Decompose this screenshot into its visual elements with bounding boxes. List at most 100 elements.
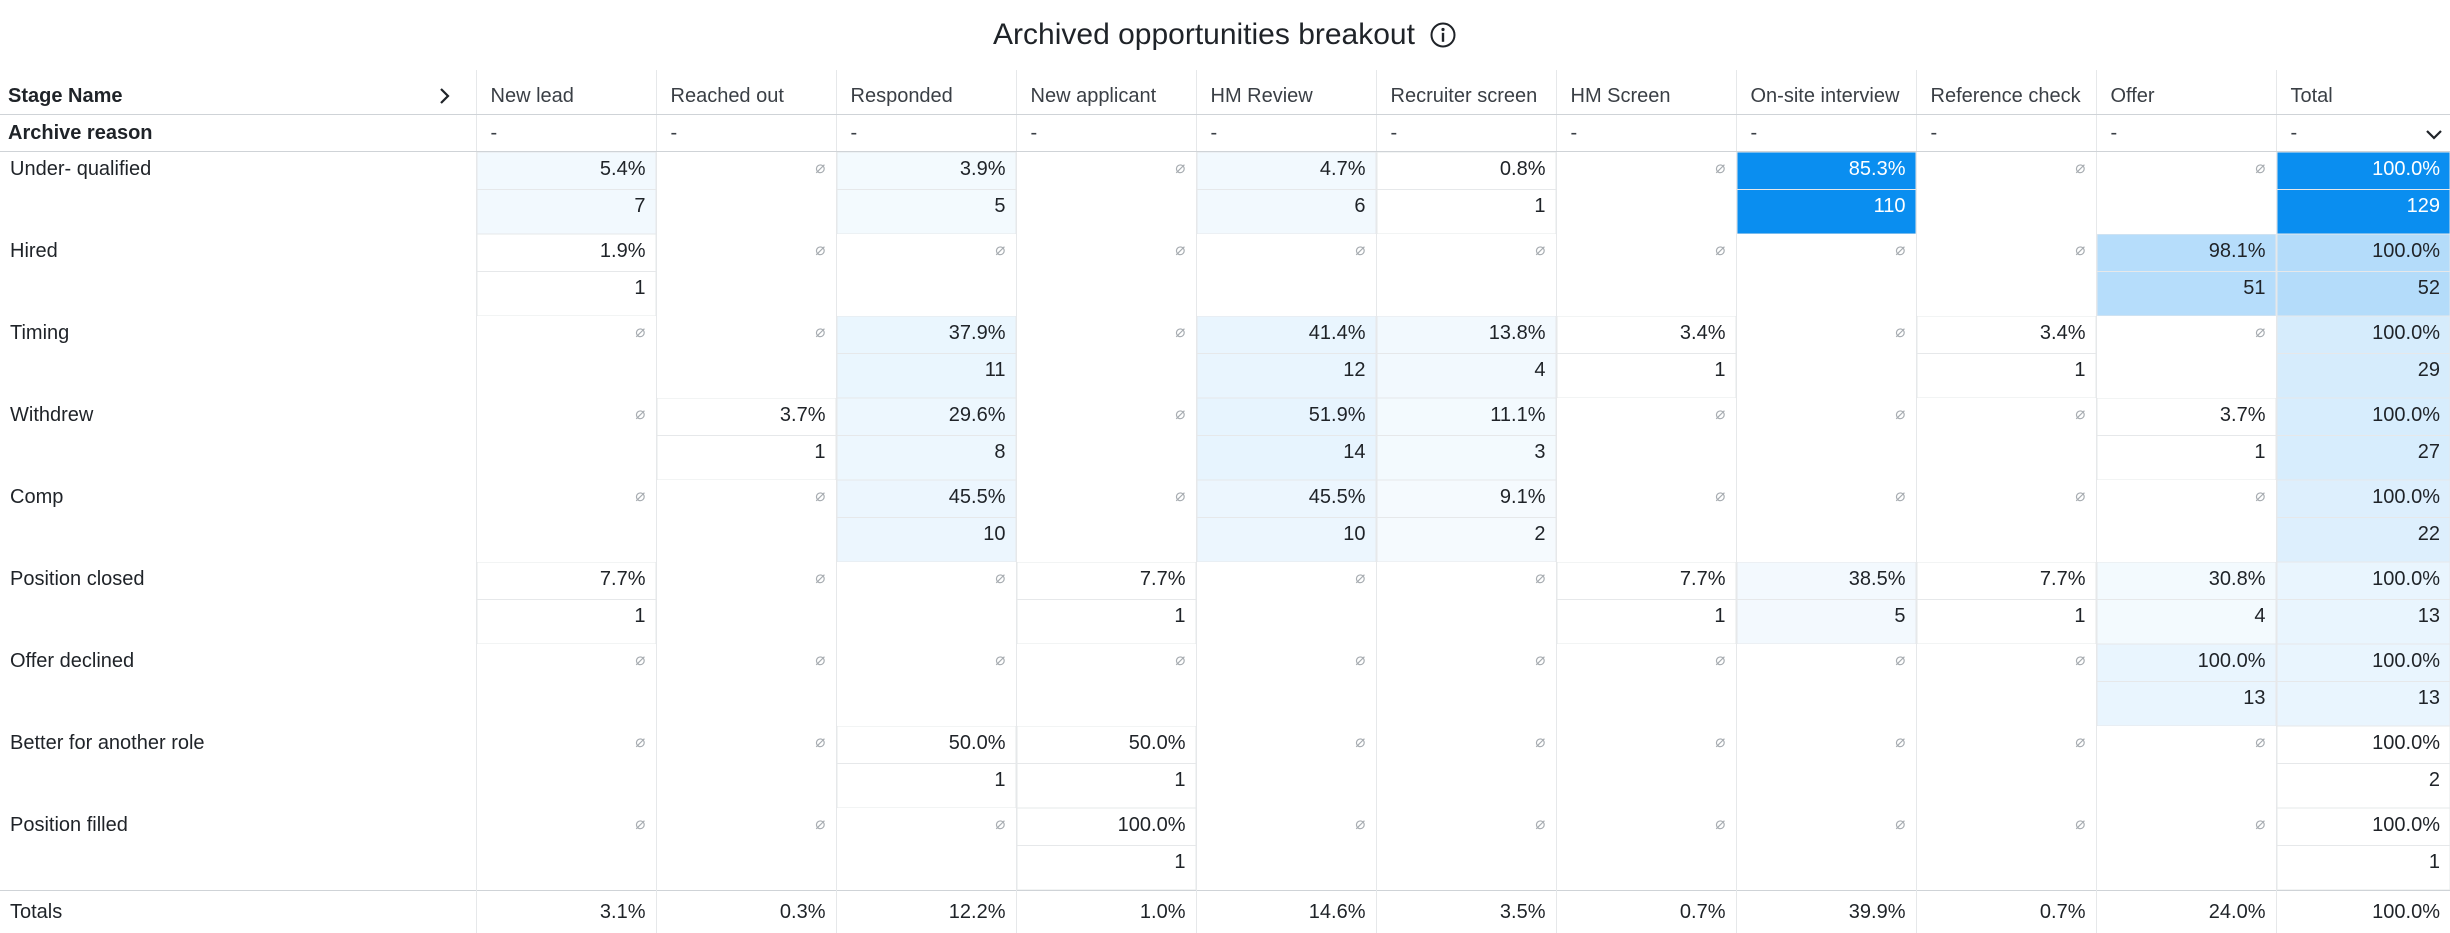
table-cell[interactable]: ⌀: [1016, 234, 1196, 316]
table-cell[interactable]: ⌀: [1556, 480, 1736, 562]
table-cell[interactable]: ⌀: [1016, 644, 1196, 726]
table-cell[interactable]: ⌀: [1916, 480, 2096, 562]
table-cell[interactable]: 9.1%2: [1376, 480, 1556, 562]
table-cell[interactable]: ⌀: [1736, 480, 1916, 562]
filter-cell-recruiter-screen[interactable]: -: [1376, 115, 1556, 152]
table-cell[interactable]: ⌀: [1916, 644, 2096, 726]
table-cell[interactable]: ⌀: [656, 316, 836, 398]
table-cell[interactable]: ⌀: [476, 808, 656, 891]
filter-cell-responded[interactable]: -: [836, 115, 1016, 152]
table-cell[interactable]: ⌀: [1916, 808, 2096, 891]
table-cell[interactable]: 3.4%1: [1916, 316, 2096, 398]
table-cell[interactable]: ⌀: [1196, 234, 1376, 316]
table-cell[interactable]: 100.0%13: [2276, 562, 2450, 644]
table-cell[interactable]: 98.1%51: [2096, 234, 2276, 316]
table-cell[interactable]: ⌀: [1736, 316, 1916, 398]
table-cell[interactable]: 100.0%27: [2276, 398, 2450, 480]
table-cell[interactable]: 3.4%1: [1556, 316, 1736, 398]
table-cell[interactable]: ⌀: [1556, 234, 1736, 316]
table-cell[interactable]: ⌀: [1196, 562, 1376, 644]
column-header-offer[interactable]: Offer: [2096, 70, 2276, 115]
table-cell[interactable]: ⌀: [2096, 152, 2276, 235]
table-cell[interactable]: 7.7%1: [1556, 562, 1736, 644]
filter-cell-total[interactable]: -: [2276, 115, 2450, 152]
table-cell[interactable]: 85.3%110: [1736, 152, 1916, 235]
table-cell[interactable]: ⌀: [1556, 152, 1736, 235]
table-cell[interactable]: ⌀: [1016, 398, 1196, 480]
table-cell[interactable]: ⌀: [836, 644, 1016, 726]
table-cell[interactable]: ⌀: [1376, 808, 1556, 891]
table-cell[interactable]: ⌀: [2096, 808, 2276, 891]
table-cell[interactable]: ⌀: [476, 644, 656, 726]
filter-cell-offer[interactable]: -: [2096, 115, 2276, 152]
row-dimension-header[interactable]: Stage Name: [0, 70, 476, 115]
table-cell[interactable]: 100.0%13: [2096, 644, 2276, 726]
table-cell[interactable]: ⌀: [2096, 726, 2276, 808]
table-cell[interactable]: 100.0%22: [2276, 480, 2450, 562]
table-cell[interactable]: ⌀: [1736, 398, 1916, 480]
table-cell[interactable]: 3.7%1: [656, 398, 836, 480]
table-cell[interactable]: 7.7%1: [1916, 562, 2096, 644]
table-cell[interactable]: ⌀: [1556, 644, 1736, 726]
table-cell[interactable]: ⌀: [656, 726, 836, 808]
table-cell[interactable]: 37.9%11: [836, 316, 1016, 398]
table-cell[interactable]: ⌀: [1916, 152, 2096, 235]
column-header-new-applicant[interactable]: New applicant: [1016, 70, 1196, 115]
table-cell[interactable]: 7.7%1: [1016, 562, 1196, 644]
column-header-total[interactable]: Total: [2276, 70, 2450, 115]
table-cell[interactable]: 5.4%7: [476, 152, 656, 235]
column-header-hm-screen[interactable]: HM Screen: [1556, 70, 1736, 115]
table-cell[interactable]: 50.0%1: [1016, 726, 1196, 808]
table-cell[interactable]: 3.9%5: [836, 152, 1016, 235]
table-cell[interactable]: ⌀: [1556, 398, 1736, 480]
table-cell[interactable]: 100.0%1: [1016, 808, 1196, 891]
info-icon[interactable]: [1429, 21, 1457, 49]
table-cell[interactable]: 41.4%12: [1196, 316, 1376, 398]
table-cell[interactable]: ⌀: [1736, 644, 1916, 726]
table-cell[interactable]: ⌀: [1376, 726, 1556, 808]
table-cell[interactable]: ⌀: [656, 644, 836, 726]
table-cell[interactable]: ⌀: [656, 562, 836, 644]
table-cell[interactable]: ⌀: [656, 480, 836, 562]
table-cell[interactable]: 1.9%1: [476, 234, 656, 316]
column-header-new-lead[interactable]: New lead: [476, 70, 656, 115]
table-cell[interactable]: ⌀: [1376, 234, 1556, 316]
table-cell[interactable]: 100.0%29: [2276, 316, 2450, 398]
table-cell[interactable]: ⌀: [836, 234, 1016, 316]
filter-cell-hm-screen[interactable]: -: [1556, 115, 1736, 152]
table-cell[interactable]: ⌀: [476, 480, 656, 562]
table-cell[interactable]: ⌀: [1916, 398, 2096, 480]
table-cell[interactable]: 50.0%1: [836, 726, 1016, 808]
table-cell[interactable]: ⌀: [476, 398, 656, 480]
table-cell[interactable]: 3.7%1: [2096, 398, 2276, 480]
table-cell[interactable]: ⌀: [656, 152, 836, 235]
table-cell[interactable]: ⌀: [1916, 726, 2096, 808]
table-cell[interactable]: ⌀: [1556, 726, 1736, 808]
table-cell[interactable]: 30.8%4: [2096, 562, 2276, 644]
table-cell[interactable]: ⌀: [1556, 808, 1736, 891]
table-cell[interactable]: ⌀: [1376, 562, 1556, 644]
table-cell[interactable]: ⌀: [1196, 726, 1376, 808]
filter-cell-reached-out[interactable]: -: [656, 115, 836, 152]
table-cell[interactable]: ⌀: [1016, 480, 1196, 562]
table-cell[interactable]: ⌀: [836, 808, 1016, 891]
table-cell[interactable]: 38.5%5: [1736, 562, 1916, 644]
table-cell[interactable]: ⌀: [1016, 316, 1196, 398]
table-cell[interactable]: 0.8%1: [1376, 152, 1556, 235]
table-cell[interactable]: 11.1%3: [1376, 398, 1556, 480]
table-cell[interactable]: ⌀: [656, 234, 836, 316]
table-cell[interactable]: ⌀: [1196, 644, 1376, 726]
table-cell[interactable]: 45.5%10: [1196, 480, 1376, 562]
table-cell[interactable]: ⌀: [476, 316, 656, 398]
table-cell[interactable]: ⌀: [2096, 316, 2276, 398]
table-cell[interactable]: ⌀: [1196, 808, 1376, 891]
table-cell[interactable]: ⌀: [836, 562, 1016, 644]
table-cell[interactable]: ⌀: [2096, 480, 2276, 562]
filter-cell-on-site-interview[interactable]: -: [1736, 115, 1916, 152]
table-cell[interactable]: 51.9%14: [1196, 398, 1376, 480]
table-cell[interactable]: ⌀: [1736, 234, 1916, 316]
table-cell[interactable]: 100.0%52: [2276, 234, 2450, 316]
filter-cell-new-lead[interactable]: -: [476, 115, 656, 152]
column-header-reference-check[interactable]: Reference check: [1916, 70, 2096, 115]
column-header-on-site-interview[interactable]: On-site interview: [1736, 70, 1916, 115]
